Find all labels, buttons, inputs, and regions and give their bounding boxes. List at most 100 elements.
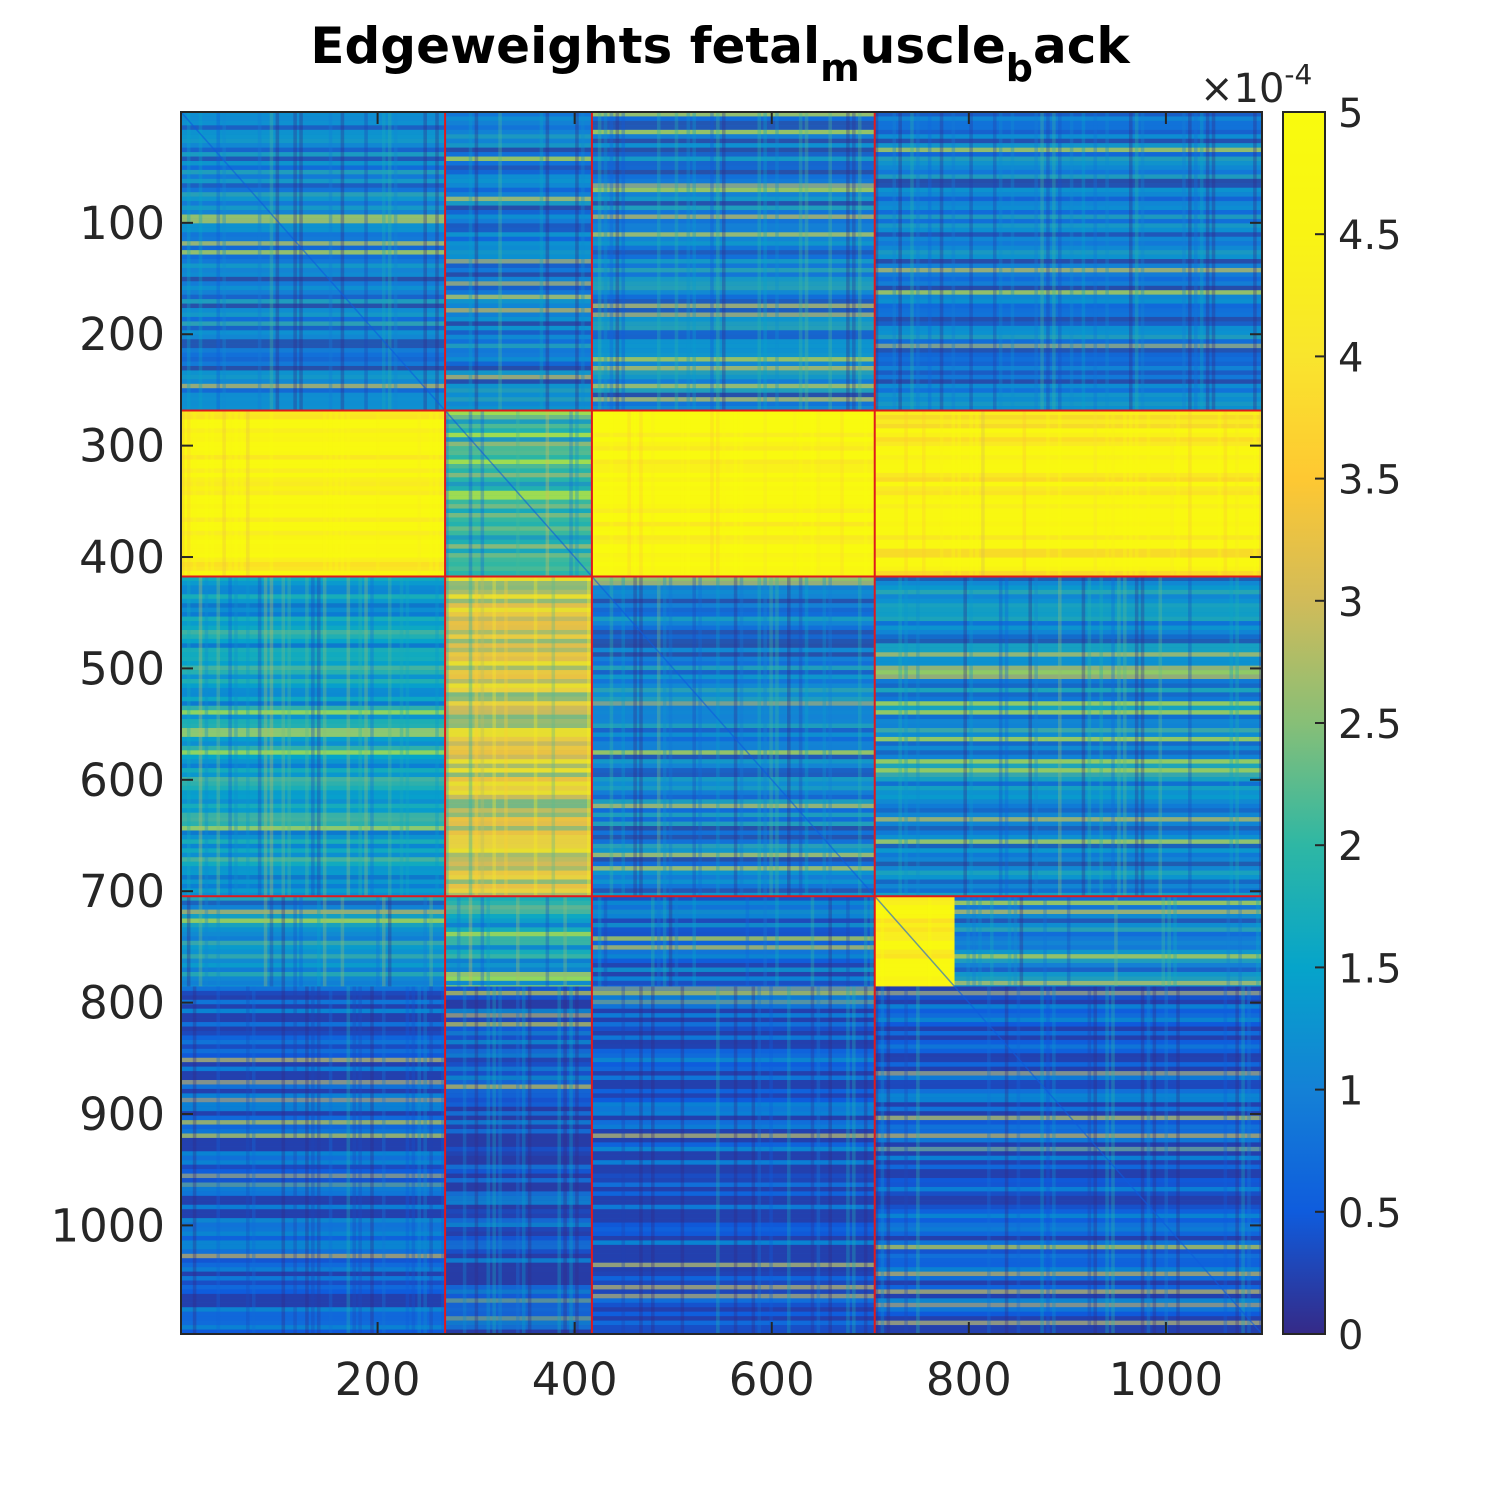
heatmap-col-streak bbox=[234, 576, 238, 897]
heatmap-col-streak bbox=[316, 896, 321, 987]
heatmap-col-streak bbox=[287, 576, 291, 897]
heatmap-row-streak bbox=[181, 1164, 446, 1170]
heatmap-row-streak bbox=[181, 954, 446, 959]
heatmap-row-streak bbox=[591, 918, 875, 923]
heatmap-row-streak bbox=[445, 178, 592, 184]
heatmap-row-streak bbox=[181, 1258, 446, 1263]
heatmap-row-streak bbox=[181, 896, 446, 901]
heatmap-row-streak bbox=[874, 1244, 1262, 1250]
heatmap-col-streak bbox=[651, 896, 655, 987]
heatmap-row-streak bbox=[591, 339, 875, 344]
heatmap-row-streak bbox=[181, 812, 446, 818]
heatmap-col-streak bbox=[1134, 576, 1139, 897]
heatmap-row-streak bbox=[181, 909, 446, 915]
heatmap-row-streak bbox=[591, 406, 875, 411]
heatmap-row-streak bbox=[591, 201, 875, 206]
heatmap-row-streak bbox=[445, 232, 592, 237]
heatmap-col-streak bbox=[639, 410, 643, 577]
heatmap-row-streak bbox=[874, 379, 1262, 384]
heatmap-row-streak bbox=[445, 900, 592, 906]
x-tick-label: 1000 bbox=[1109, 1353, 1224, 1406]
heatmap-row-streak bbox=[445, 214, 592, 219]
heatmap-row-streak bbox=[874, 125, 1262, 130]
heatmap-row-streak bbox=[591, 594, 875, 599]
heatmap-row-streak bbox=[591, 383, 875, 389]
heatmap-col-streak bbox=[1188, 576, 1192, 897]
heatmap-row-streak bbox=[591, 1066, 875, 1072]
heatmap-row-streak bbox=[874, 888, 1262, 893]
heatmap-col-streak bbox=[1223, 986, 1228, 1334]
heatmap-col-streak bbox=[975, 410, 979, 577]
heatmap-row-streak bbox=[181, 553, 446, 558]
heatmap-col-streak bbox=[904, 986, 908, 1334]
heatmap-row-streak bbox=[874, 794, 1262, 800]
heatmap-row-streak bbox=[445, 1133, 592, 1138]
heatmap-col-streak bbox=[192, 986, 197, 1334]
heatmap-row-streak bbox=[181, 1093, 446, 1098]
heatmap-row-streak bbox=[874, 1325, 1262, 1330]
heatmap-row-streak bbox=[445, 419, 592, 424]
heatmap-col-streak bbox=[597, 112, 602, 411]
heatmap-row-streak bbox=[874, 161, 1262, 166]
heatmap-row-streak bbox=[591, 629, 875, 635]
heatmap-col-streak bbox=[1140, 576, 1145, 897]
heatmap-row-streak bbox=[591, 388, 875, 393]
heatmap-col-streak bbox=[328, 410, 333, 577]
heatmap-row-streak bbox=[874, 922, 955, 928]
heatmap-col-streak bbox=[222, 410, 226, 577]
heatmap-col-streak bbox=[305, 986, 309, 1334]
heatmap-row-streak bbox=[181, 888, 446, 893]
heatmap-row-streak bbox=[445, 1249, 592, 1254]
heatmap-col-streak bbox=[1034, 576, 1038, 897]
heatmap-row-streak bbox=[181, 1160, 446, 1165]
heatmap-row-streak bbox=[445, 303, 592, 309]
heatmap-row-streak bbox=[591, 914, 875, 919]
heatmap-row-streak bbox=[874, 472, 1262, 478]
heatmap-col-streak bbox=[1114, 896, 1118, 987]
heatmap-row-streak bbox=[591, 1044, 875, 1049]
heatmap-col-streak bbox=[474, 576, 479, 897]
heatmap-row-streak bbox=[181, 499, 446, 505]
heatmap-row-streak bbox=[874, 1195, 1262, 1201]
heatmap-col-streak bbox=[281, 896, 286, 987]
heatmap-col-streak bbox=[716, 112, 720, 411]
heatmap-row-streak bbox=[181, 1013, 446, 1018]
heatmap-row-streak bbox=[445, 1048, 592, 1054]
heatmap-row-streak bbox=[591, 1231, 875, 1236]
heatmap-col-streak bbox=[382, 896, 386, 987]
heatmap-col-streak bbox=[656, 112, 661, 411]
heatmap-col-streak bbox=[857, 576, 862, 897]
heatmap-row-streak bbox=[874, 736, 1262, 742]
heatmap-col-streak bbox=[969, 576, 973, 897]
heatmap-row-streak bbox=[874, 481, 1262, 487]
heatmap-col-streak bbox=[609, 576, 614, 897]
heatmap-col-streak bbox=[922, 410, 926, 577]
heatmap-row-streak bbox=[874, 589, 1262, 595]
heatmap-col-streak bbox=[423, 986, 427, 1334]
heatmap-row-streak bbox=[181, 174, 446, 179]
heatmap-row-streak bbox=[591, 183, 875, 188]
heatmap-row-streak bbox=[445, 227, 592, 233]
heatmap-row-streak bbox=[874, 214, 1262, 219]
heatmap-row-streak bbox=[181, 138, 446, 144]
heatmap-row-streak bbox=[874, 1017, 1262, 1023]
heatmap-row-streak bbox=[874, 1209, 1262, 1214]
heatmap-row-streak bbox=[591, 134, 875, 139]
heatmap-row-streak bbox=[181, 949, 446, 955]
heatmap-col-streak bbox=[1235, 576, 1239, 897]
heatmap-row-streak bbox=[591, 379, 875, 384]
heatmap-row-streak bbox=[445, 254, 592, 260]
heatmap-row-streak bbox=[874, 790, 1262, 795]
heatmap-row-streak bbox=[874, 879, 1262, 884]
heatmap-row-streak bbox=[181, 472, 446, 478]
heatmap-row-streak bbox=[445, 450, 592, 456]
heatmap-row-streak bbox=[874, 732, 1262, 737]
heatmap-row-streak bbox=[181, 839, 446, 844]
heatmap-row-streak bbox=[445, 410, 592, 415]
heatmap-col-streak bbox=[423, 896, 427, 987]
heatmap-row-streak bbox=[445, 940, 592, 946]
heatmap-row-streak bbox=[445, 165, 592, 170]
heatmap-row-streak bbox=[445, 223, 592, 228]
heatmap-row-streak bbox=[874, 388, 1262, 393]
heatmap-col-streak bbox=[1176, 410, 1180, 577]
